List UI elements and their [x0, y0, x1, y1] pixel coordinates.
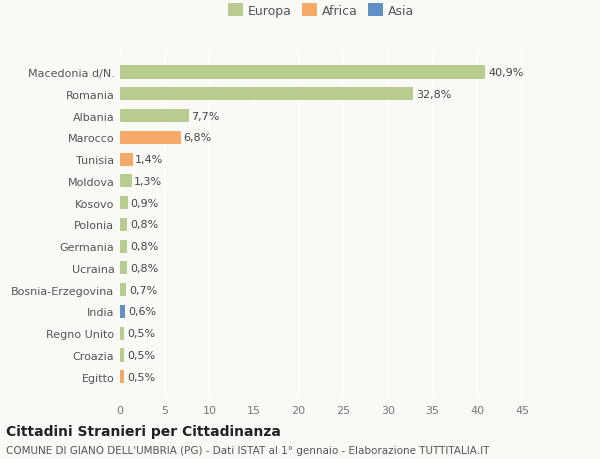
- Bar: [120, 88, 413, 101]
- Text: 0,8%: 0,8%: [130, 220, 158, 230]
- Text: 0,8%: 0,8%: [130, 263, 158, 274]
- Bar: [120, 196, 128, 210]
- Text: 7,7%: 7,7%: [191, 112, 220, 121]
- Bar: [120, 67, 485, 79]
- Text: 0,5%: 0,5%: [127, 372, 155, 382]
- Text: Cittadini Stranieri per Cittadinanza: Cittadini Stranieri per Cittadinanza: [6, 425, 281, 438]
- Bar: [120, 132, 181, 145]
- Text: 6,8%: 6,8%: [184, 133, 212, 143]
- Text: 1,4%: 1,4%: [135, 155, 163, 165]
- Text: 1,3%: 1,3%: [134, 176, 163, 186]
- Text: 0,8%: 0,8%: [130, 241, 158, 252]
- Text: 0,5%: 0,5%: [127, 350, 155, 360]
- Bar: [120, 110, 189, 123]
- Bar: [120, 284, 126, 297]
- Bar: [120, 305, 125, 318]
- Text: 40,9%: 40,9%: [488, 68, 523, 78]
- Bar: [120, 153, 133, 166]
- Bar: [120, 240, 127, 253]
- Bar: [120, 327, 124, 340]
- Bar: [120, 349, 124, 362]
- Bar: [120, 175, 131, 188]
- Text: 0,9%: 0,9%: [131, 198, 159, 208]
- Text: COMUNE DI GIANO DELL'UMBRIA (PG) - Dati ISTAT al 1° gennaio - Elaborazione TUTTI: COMUNE DI GIANO DELL'UMBRIA (PG) - Dati …: [6, 445, 490, 455]
- Bar: [120, 218, 127, 231]
- Text: 32,8%: 32,8%: [416, 90, 451, 100]
- Text: 0,7%: 0,7%: [129, 285, 157, 295]
- Bar: [120, 262, 127, 275]
- Text: 0,5%: 0,5%: [127, 329, 155, 338]
- Text: 0,6%: 0,6%: [128, 307, 156, 317]
- Legend: Europa, Africa, Asia: Europa, Africa, Asia: [228, 5, 414, 18]
- Bar: [120, 370, 124, 383]
